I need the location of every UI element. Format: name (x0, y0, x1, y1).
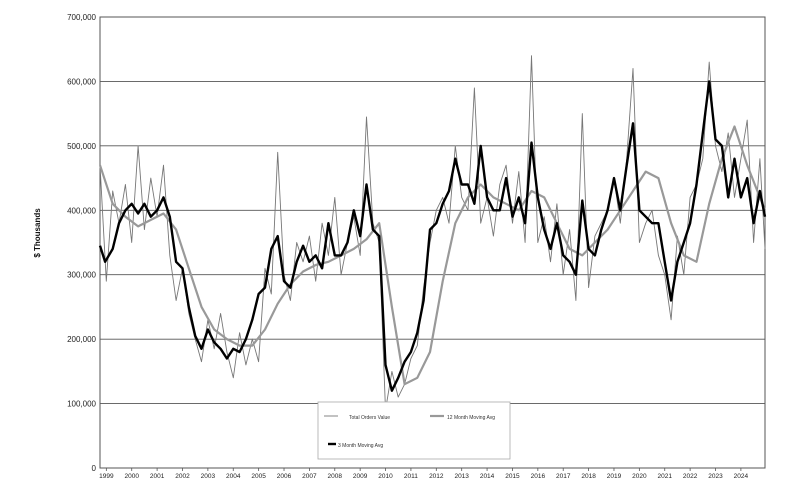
y-tick-label: 600,000 (67, 77, 96, 86)
series-lines (98, 55, 767, 411)
x-tick-label: 2001 (150, 473, 165, 480)
x-tick-label: 2003 (201, 473, 216, 480)
legend-label-total-orders: Total Orders Value (349, 415, 390, 421)
y-tick-label: 700,000 (67, 13, 96, 22)
x-tick-label: 2008 (328, 473, 343, 480)
x-tick-label: 1999 (99, 473, 114, 480)
series-3-month-moving-avg (98, 80, 767, 392)
y-tick-label: 0 (92, 464, 97, 473)
x-tick-label: 2013 (454, 473, 469, 480)
x-tick-label: 2014 (480, 473, 495, 480)
plot-area-frame (99, 16, 766, 469)
y-tick-label: 100,000 (67, 400, 96, 409)
gridlines (100, 80, 765, 405)
legend: Total Orders Value 12 Month Moving Avg 3… (317, 401, 511, 460)
y-axis-ticks: 0 100,000 200,000 300,000 400,000 500,000 600,… (67, 13, 96, 473)
x-tick-label: 2022 (683, 473, 698, 480)
y-tick-label: 300,000 (67, 271, 96, 280)
x-tick-label: 2009 (353, 473, 368, 480)
series-12-month-moving-avg (98, 125, 767, 386)
legend-box (317, 401, 511, 460)
legend-label-12-month-avg: 12 Month Moving Avg (447, 415, 495, 421)
x-tick-label: 2004 (226, 473, 241, 480)
x-tick-label: 2011 (404, 473, 418, 480)
series-total-orders-value (99, 55, 766, 411)
x-tick-label: 2024 (734, 473, 749, 480)
y-tick-label: 500,000 (67, 142, 96, 151)
x-tick-label: 2002 (175, 473, 190, 480)
x-tick-label: 2016 (531, 473, 546, 480)
x-tick-label: 2006 (277, 473, 292, 480)
x-axis-ticks: 1999 2000 2001 2002 2003 2004 2005 2006 2007 2008… (99, 468, 748, 480)
legend-label-3-month-avg: 3 Month Moving Avg (338, 443, 383, 449)
x-tick-label: 2010 (378, 473, 393, 480)
x-tick-label: 2020 (632, 473, 647, 480)
x-tick-label: 2012 (429, 473, 444, 480)
x-tick-label: 2000 (124, 473, 139, 480)
x-tick-label: 2015 (505, 473, 520, 480)
y-tick-label: 200,000 (67, 335, 96, 344)
x-tick-label: 2017 (556, 473, 571, 480)
x-tick-label: 2018 (581, 473, 596, 480)
x-tick-label: 2023 (708, 473, 723, 480)
x-tick-label: 2007 (302, 473, 317, 480)
x-tick-label: 2005 (251, 473, 266, 480)
x-tick-label: 2021 (658, 473, 673, 480)
y-tick-label: 400,000 (67, 206, 96, 215)
y-axis-label: $ Thousands (33, 208, 42, 258)
x-tick-label: 2019 (607, 473, 622, 480)
